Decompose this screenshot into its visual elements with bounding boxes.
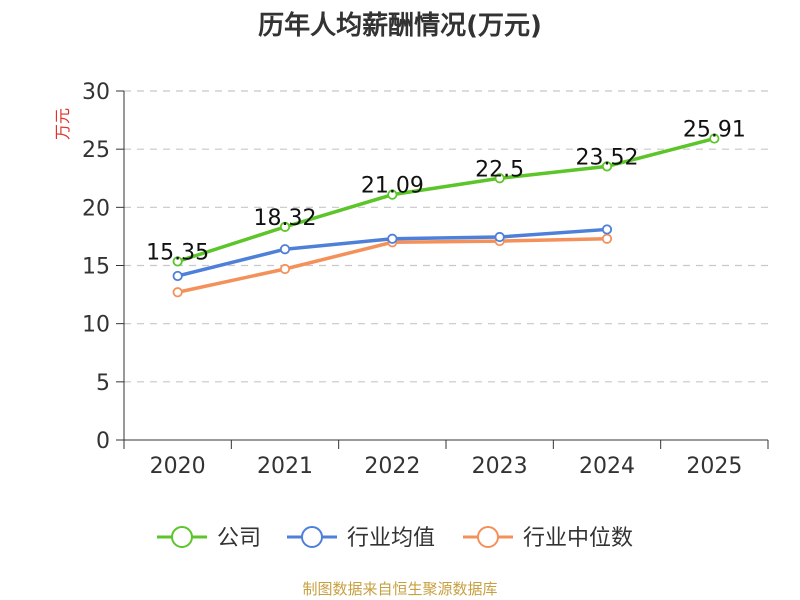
y-tick-label: 20	[82, 196, 110, 221]
data-point[interactable]	[387, 233, 398, 244]
legend-item[interactable]: 行业中位数	[463, 526, 633, 551]
legend-label: 公司	[217, 526, 261, 551]
x-tick-label: 2020	[150, 454, 206, 479]
data-labels: 15.35 18.32 21.09 22.5 23.52 25.91	[146, 118, 746, 266]
x-tick-label: 2022	[364, 454, 420, 479]
x-tick-label: 2024	[579, 454, 635, 479]
data-point[interactable]	[387, 189, 398, 200]
y-tick-label: 15	[82, 255, 110, 280]
y-tick-label: 30	[82, 80, 110, 105]
y-tick-label: 5	[96, 371, 110, 396]
data-point[interactable]	[601, 161, 613, 172]
legend-marker-icon	[301, 526, 323, 548]
legend-label: 行业中位数	[523, 526, 633, 551]
x-tick-label: 2025	[686, 454, 742, 479]
data-point[interactable]	[279, 244, 291, 255]
data-point[interactable]	[172, 256, 183, 267]
x-tick-label: 2021	[257, 454, 313, 479]
series-line	[177, 136, 715, 264]
series-0	[172, 133, 720, 267]
data-label: 15.35	[146, 240, 209, 265]
series-1	[172, 224, 613, 282]
series-lines	[172, 133, 720, 298]
data-point[interactable]	[172, 270, 183, 282]
data-point[interactable]	[172, 287, 183, 298]
data-label: 21.09	[361, 174, 424, 199]
grid-lines	[124, 90, 768, 383]
legend-marker-icon	[171, 526, 193, 548]
data-point[interactable]	[494, 173, 505, 184]
data-label: 22.5	[475, 157, 524, 182]
data-point[interactable]	[494, 231, 505, 243]
data-point[interactable]	[601, 233, 613, 244]
legend-marker-icon	[477, 526, 499, 548]
data-point[interactable]	[279, 263, 291, 275]
y-tick-label: 25	[82, 138, 110, 163]
data-label: 23.52	[576, 145, 639, 170]
legend[interactable]: 公司 行业均值 行业中位数	[157, 526, 633, 551]
source-note: 制图数据来自恒生聚源数据库	[302, 580, 497, 598]
legend-label: 行业均值	[347, 526, 435, 551]
legend-item[interactable]: 公司	[157, 526, 261, 551]
chart-title: 历年人均薪酬情况(万元)	[258, 10, 542, 41]
legend-item[interactable]: 行业均值	[287, 526, 435, 551]
data-label: 18.32	[254, 206, 317, 231]
x-tick-label: 2023	[472, 454, 528, 479]
y-tick-label: 0	[96, 429, 110, 454]
data-point[interactable]	[279, 221, 291, 232]
y-tick-label: 10	[82, 313, 110, 338]
data-label: 25.91	[683, 118, 746, 143]
data-point[interactable]	[709, 133, 720, 144]
y-axis-label: 万元	[53, 108, 72, 140]
data-point[interactable]	[601, 224, 613, 235]
